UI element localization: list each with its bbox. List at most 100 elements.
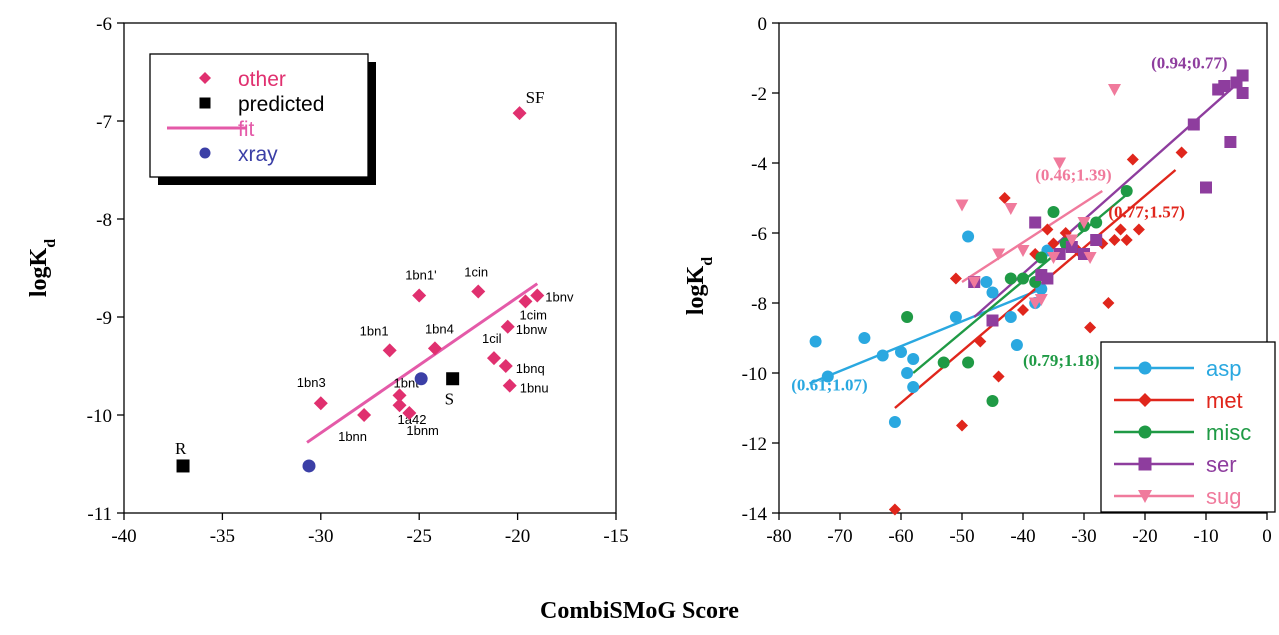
left-point-xray <box>302 459 316 473</box>
left-legend-label-xray: xray <box>238 143 278 166</box>
left-point-other <box>392 388 407 403</box>
left-point-other <box>500 319 515 334</box>
left-point-label: 1bn1 <box>360 323 389 338</box>
right-point-misc <box>1035 251 1048 264</box>
left-legend-label-other: other <box>238 68 286 91</box>
right-point-asp <box>962 230 975 243</box>
left-point-label: 1cim <box>519 307 546 322</box>
right-point-met <box>1120 234 1133 246</box>
right-point-ser <box>1236 69 1249 82</box>
right-scatter-panel: -80 -70 -60 -50 -40 -30 -20 -10 0 0 -2 -4 -6 -8 -10 -12… <box>683 14 1276 547</box>
left-x-tick-label: -40 <box>111 526 136 547</box>
right-point-ser <box>1065 241 1078 253</box>
right-y-tick-label: -8 <box>751 294 767 315</box>
right-fit-line-met <box>894 169 1177 409</box>
right-point-misc <box>1047 206 1060 218</box>
left-point-other <box>357 408 372 422</box>
right-point-sug <box>1016 245 1030 257</box>
right-y-tick-label: -2 <box>751 84 767 105</box>
right-point-met <box>1114 223 1127 236</box>
right-legend-swatch-asp <box>1138 361 1152 375</box>
left-point-label: R <box>175 439 187 458</box>
right-point-asp <box>907 381 920 393</box>
right-point-asp <box>907 353 920 365</box>
left-point-other <box>530 288 545 303</box>
right-legend-label-ser: ser <box>1206 452 1237 477</box>
right-x-tick-label: -70 <box>827 526 852 547</box>
right-point-ser <box>1218 80 1231 92</box>
right-point-misc <box>1120 185 1133 197</box>
right-annotation: (0.77;1.57) <box>1108 202 1184 221</box>
right-annotation: (0.79;1.18) <box>1023 351 1099 370</box>
right-y-axis-label: logKd <box>683 257 716 315</box>
left-y-axis-label-subscript: d <box>42 239 59 248</box>
right-point-sug <box>955 199 969 212</box>
right-point-misc <box>1017 272 1029 285</box>
right-point-met <box>1017 304 1029 316</box>
left-point-other <box>402 406 417 421</box>
right-legend: asp met misc ser sug <box>1100 341 1276 513</box>
right-annotation: (0.61;1.07) <box>791 376 867 395</box>
left-point-label: 1bnt <box>394 375 420 390</box>
right-point-met <box>888 503 901 516</box>
left-point-label: 1bnn <box>338 429 367 444</box>
right-point-misc <box>937 356 950 369</box>
left-point-label: 1bnq <box>516 361 545 376</box>
right-point-asp <box>980 276 993 288</box>
right-point-misc <box>901 311 914 323</box>
left-legend-swatch-other <box>199 72 211 84</box>
left-point-other <box>427 341 442 356</box>
right-point-misc <box>1004 272 1017 285</box>
right-x-tick-label: -80 <box>766 526 791 547</box>
right-legend-label-asp: asp <box>1206 356 1241 381</box>
left-y-tick-label: -9 <box>96 308 112 329</box>
left-point-other <box>412 288 427 303</box>
left-point-label: S <box>445 390 454 409</box>
right-legend-label-misc: misc <box>1206 420 1251 445</box>
right-point-ser <box>1187 118 1200 131</box>
left-y-tick-label: -10 <box>87 406 112 427</box>
left-x-tick-label: -15 <box>603 526 628 547</box>
right-point-misc <box>962 356 975 369</box>
right-point-ser <box>1090 234 1103 246</box>
right-point-sug <box>967 276 981 289</box>
left-point-xray <box>414 372 428 386</box>
left-point-other <box>518 294 533 309</box>
right-y-tick-label: -6 <box>751 224 767 245</box>
right-point-met <box>1047 237 1060 250</box>
left-point-other <box>313 396 328 411</box>
left-point-other <box>502 378 517 393</box>
left-plot-frame <box>123 22 617 514</box>
right-point-ser <box>1200 181 1212 194</box>
left-point-label: 1bn1' <box>405 267 436 282</box>
right-point-met <box>1126 153 1139 166</box>
left-fit-line <box>306 282 539 444</box>
right-legend-label-sug: sug <box>1206 484 1241 509</box>
right-x-tick-label: 0 <box>1262 526 1272 547</box>
right-point-sug <box>1077 217 1091 229</box>
right-fit-line-sug <box>961 189 1103 284</box>
right-x-tick-label: -60 <box>888 526 913 547</box>
left-point-other <box>486 351 501 366</box>
right-point-misc <box>1090 216 1103 229</box>
right-point-met <box>974 335 987 348</box>
right-y-axis-label-text: logK <box>683 265 709 315</box>
right-point-asp <box>949 311 962 323</box>
right-legend-swatch-ser <box>1138 457 1152 471</box>
left-point-other <box>392 398 407 413</box>
right-legend-label-met: met <box>1206 388 1243 413</box>
right-point-met <box>1132 223 1145 236</box>
left-legend-swatch-xray <box>199 147 211 159</box>
right-point-sug <box>1004 203 1018 215</box>
right-point-asp <box>1010 339 1023 351</box>
right-point-asp <box>858 332 871 344</box>
right-point-met <box>949 272 962 285</box>
right-annotation: (0.46;1.39) <box>1035 166 1111 185</box>
left-legend-box <box>149 53 369 178</box>
left-point-label: 1bnm <box>406 423 439 438</box>
left-point-other <box>471 284 486 299</box>
right-x-tick-label: -40 <box>1010 526 1035 547</box>
left-y-tick-label: -7 <box>96 112 112 133</box>
